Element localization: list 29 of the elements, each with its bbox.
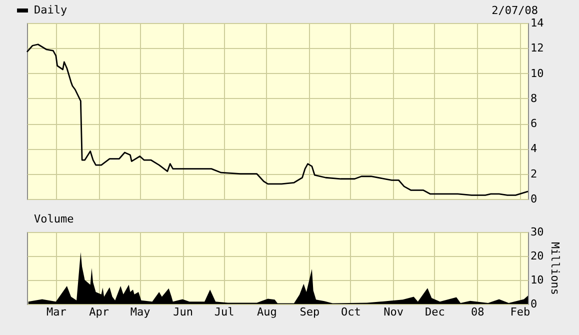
y-tick-label: 2: [530, 167, 538, 180]
x-tick-label: Aug: [257, 306, 277, 318]
text: Volume: [34, 212, 74, 226]
y-tick-label: 12: [530, 42, 544, 55]
y-tick-label: 0: [530, 192, 538, 206]
y-tick-label: 14: [530, 16, 544, 30]
x-tick-label: May: [130, 306, 151, 318]
x-tick-label: Oct: [341, 306, 361, 318]
x-tick-label: Jul: [214, 306, 234, 318]
x-tick-label: Sep: [300, 306, 320, 318]
y-tick-label: 10: [530, 66, 544, 80]
x-tick-label: Mar: [46, 306, 67, 318]
y-tick-label: 4: [530, 142, 538, 156]
x-tick-label: Apr: [89, 306, 110, 318]
y-tick-label: 8: [530, 92, 538, 105]
line-series: [26, 44, 529, 196]
y-tick-label: 6: [530, 117, 538, 130]
x-tick-label: 08: [470, 306, 484, 318]
y-axis-title: Millions: [548, 242, 562, 295]
x-tick-label: Nov: [384, 306, 404, 318]
x-tick-label: Feb: [510, 306, 530, 318]
y-tick-label: 20: [530, 250, 544, 262]
y-tick-label: 0: [530, 298, 538, 310]
text: 2/07/08: [492, 4, 538, 17]
y-tick-label: 30: [530, 226, 544, 238]
legend-label: Daily: [34, 4, 68, 16]
x-tick-label: Jun: [173, 306, 193, 318]
x-tick-label: Dec: [424, 306, 445, 318]
y-tick-label: 10: [530, 274, 544, 286]
